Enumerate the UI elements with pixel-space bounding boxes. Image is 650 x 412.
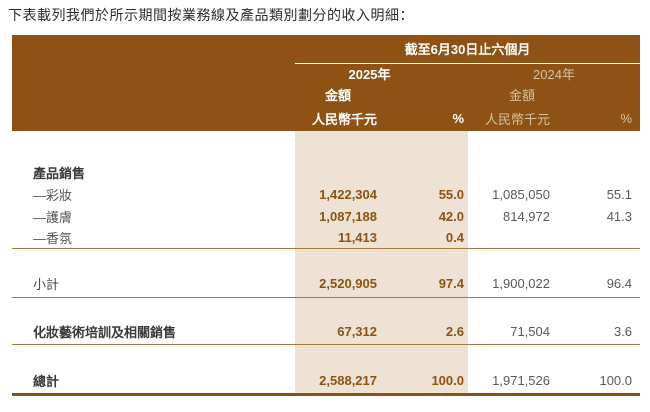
revenue-table: 截至6月30日止六個月 2025年 2024年 金額 金額 人民幣千元 % 人民… xyxy=(12,35,641,396)
amount-2024-cell: 1,900,022 xyxy=(468,271,554,298)
row-label: 化妝藝術培訓及相關銷售 xyxy=(12,320,295,345)
amount-2025-label: 金額 xyxy=(295,84,381,105)
pct-2025-label: % xyxy=(381,105,468,131)
intro-text: 下表載列我們於所示期間按業務線及產品類別劃分的收入明細： xyxy=(8,7,414,23)
period-header-row: 截至6月30日止六個月 xyxy=(12,35,641,64)
amount-2024-cell xyxy=(468,162,554,183)
pct-2025-cell: 97.4 xyxy=(381,271,468,298)
unit-header-row: 人民幣千元 % 人民幣千元 % xyxy=(12,105,641,131)
spacer-row xyxy=(12,344,640,368)
pct-2025-cell: 0.4 xyxy=(381,227,468,249)
row-makeup-training: 化妝藝術培訓及相關銷售 67,312 2.6 71,504 3.6 xyxy=(12,320,641,345)
table-body: 產品銷售 —彩妝 1,422,304 55.0 1,085,050 55.1 —… xyxy=(12,131,641,396)
amount-2025-cell: 11,413 xyxy=(295,227,381,249)
amount-header-row: 金額 金額 xyxy=(12,84,641,105)
pct-2024-cell: 3.6 xyxy=(554,320,641,345)
amount-2025-cell: 2,588,217 xyxy=(295,368,381,396)
pct-2025-cell: 2.6 xyxy=(381,320,468,345)
table-header: 截至6月30日止六個月 2025年 2024年 金額 金額 人民幣千元 % 人民… xyxy=(12,35,641,131)
spacer-row xyxy=(12,248,640,271)
unit-2025-label: 人民幣千元 xyxy=(295,105,381,131)
spacer-row xyxy=(12,297,640,320)
amount-2025-cell: 67,312 xyxy=(295,320,381,345)
row-label: 小計 xyxy=(12,271,295,298)
year-2024-label: 2024年 xyxy=(468,63,641,84)
amount-2025-cell: 1,087,188 xyxy=(295,205,381,227)
spacer-row xyxy=(12,131,640,162)
amount-2024-cell: 71,504 xyxy=(468,320,554,345)
pct-2024-cell: 55.1 xyxy=(606,186,633,202)
row-label: 產品銷售 xyxy=(33,166,86,181)
year-header-row: 2025年 2024年 xyxy=(12,63,641,84)
unit-2024-label: 人民幣千元 xyxy=(468,105,554,131)
row-label: —彩妝 xyxy=(33,187,73,203)
row-label: —護膚 xyxy=(33,209,73,225)
pct-2024-cell: 100.0 xyxy=(554,368,641,396)
year-2025-label: 2025年 xyxy=(295,63,468,84)
pct-2024-cell xyxy=(554,227,641,249)
pct-2025-cell: 42.0 xyxy=(381,205,468,227)
pct-2025-cell: 55.0 xyxy=(381,183,468,205)
row-subtotal: 小計 2,520,905 97.4 1,900,022 96.4 xyxy=(12,271,641,298)
amount-2025-cell xyxy=(295,162,381,183)
row-skincare: —護膚 1,087,188 42.0 814,972 41.3 xyxy=(12,205,640,227)
row-label: 總計 xyxy=(12,368,295,396)
row-color-cosmetics: —彩妝 1,422,304 55.0 1,085,050 55.1 xyxy=(12,183,640,205)
pct-2025-cell xyxy=(381,162,468,183)
amount-2025-cell: 1,422,304 xyxy=(295,183,381,205)
amount-2025-cell: 2,520,905 xyxy=(295,271,381,298)
row-product-sales: 產品銷售 xyxy=(12,162,640,183)
pct-2025-cell: 100.0 xyxy=(381,368,468,396)
pct-2024-cell xyxy=(554,162,640,183)
amount-2024-cell: 1,971,526 xyxy=(468,368,554,396)
row-total: 總計 2,588,217 100.0 1,971,526 100.0 xyxy=(12,368,641,396)
amount-2024-label: 金額 xyxy=(468,84,554,105)
header-spacer-cell xyxy=(12,35,295,63)
amount-2024-cell: 814,972 xyxy=(503,208,550,224)
amount-2024-cell: 1,085,050 xyxy=(492,186,550,202)
row-fragrance: —香氛 11,413 0.4 xyxy=(12,227,641,249)
pct-2024-cell: 41.3 xyxy=(606,208,633,224)
period-header-label: 截至6月30日止六個月 xyxy=(295,35,641,64)
pct-2024-label: % xyxy=(554,105,641,131)
pct-2024-cell: 96.4 xyxy=(554,271,641,298)
amount-2024-cell xyxy=(468,227,554,249)
row-label: —香氛 xyxy=(12,227,295,249)
